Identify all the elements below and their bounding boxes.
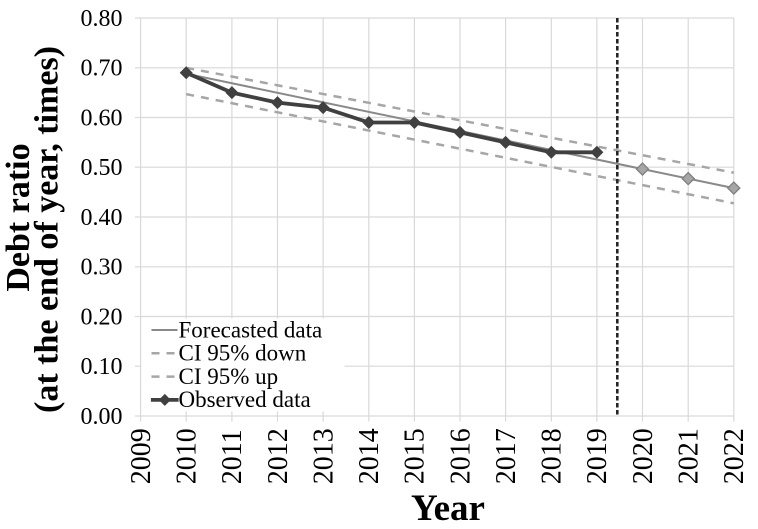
svg-text:0.70: 0.70 bbox=[81, 56, 123, 82]
svg-text:0.80: 0.80 bbox=[81, 6, 123, 32]
svg-text:2019: 2019 bbox=[582, 428, 613, 484]
svg-text:2009: 2009 bbox=[126, 428, 157, 484]
svg-text:Forecasted data: Forecasted data bbox=[179, 317, 323, 342]
svg-text:0.40: 0.40 bbox=[81, 205, 123, 231]
svg-text:0.30: 0.30 bbox=[81, 255, 123, 281]
svg-text:0.00: 0.00 bbox=[81, 404, 123, 430]
svg-text:0.50: 0.50 bbox=[81, 155, 123, 181]
svg-text:CI 95% down: CI 95% down bbox=[179, 341, 307, 366]
svg-text:0.60: 0.60 bbox=[81, 105, 123, 131]
svg-text:2012: 2012 bbox=[263, 428, 294, 484]
svg-text:2020: 2020 bbox=[628, 428, 659, 484]
svg-text:2018: 2018 bbox=[537, 428, 568, 484]
svg-text:2014: 2014 bbox=[354, 428, 385, 484]
svg-text:2016: 2016 bbox=[445, 428, 476, 484]
svg-text:Observed data: Observed data bbox=[179, 387, 311, 412]
svg-text:2011: 2011 bbox=[217, 429, 248, 484]
svg-text:2015: 2015 bbox=[400, 428, 431, 484]
svg-text:CI 95% up: CI 95% up bbox=[179, 364, 279, 389]
svg-text:0.20: 0.20 bbox=[81, 304, 123, 330]
svg-text:2022: 2022 bbox=[719, 428, 750, 484]
svg-text:(at the end of year, times): (at the end of year, times) bbox=[29, 46, 66, 413]
svg-text:2010: 2010 bbox=[172, 428, 203, 484]
svg-text:Debt ratio: Debt ratio bbox=[0, 143, 37, 291]
svg-text:Year: Year bbox=[411, 488, 485, 529]
svg-text:0.10: 0.10 bbox=[81, 354, 123, 380]
svg-text:2013: 2013 bbox=[308, 428, 339, 484]
svg-text:2021: 2021 bbox=[674, 428, 705, 484]
svg-text:2017: 2017 bbox=[491, 428, 522, 484]
